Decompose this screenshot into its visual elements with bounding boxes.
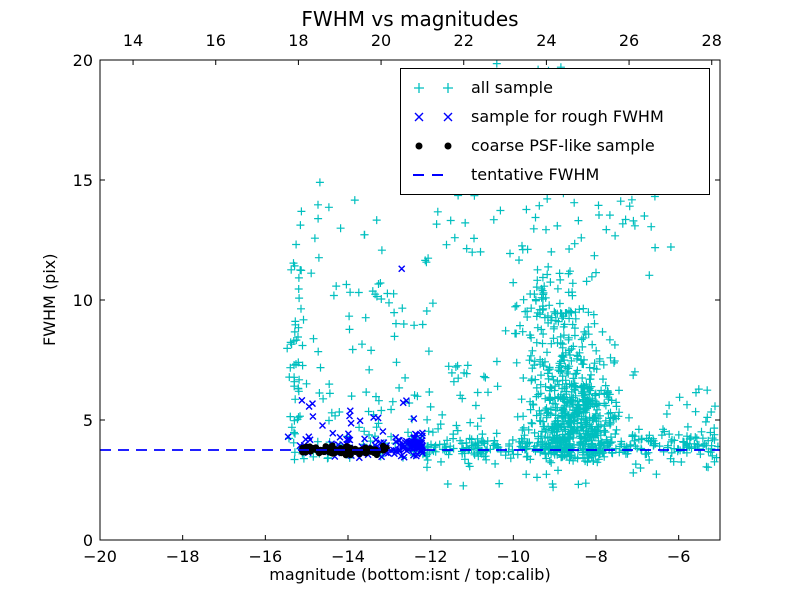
y-tick-label: 5	[83, 411, 93, 430]
x-top-tick-label: 24	[536, 31, 556, 50]
x-top-tick-label: 28	[702, 31, 722, 50]
x-top-tick-label: 18	[288, 31, 308, 50]
dot-marker	[322, 445, 329, 452]
legend-entry-tentative-fwhm: tentative FWHM	[401, 160, 709, 189]
y-axis-label: FWHM (pix)	[40, 253, 59, 347]
y-tick-label: 10	[73, 291, 93, 310]
y-tick-label: 0	[83, 531, 93, 550]
legend-label: tentative FWHM	[471, 165, 600, 184]
dot-marker	[328, 449, 335, 457]
x-top-tick-label: 22	[454, 31, 474, 50]
legend: all sample sample for rough FWHM coarse …	[400, 68, 710, 195]
dot-marker	[362, 444, 369, 451]
x-axis-label: magnitude (bottom:isnt / top:calib)	[269, 565, 551, 584]
plot-border	[99, 59, 721, 541]
dash-marker-icon	[413, 173, 443, 176]
x-top-tick-label: 20	[371, 31, 391, 50]
axis-tick-labels: −20 −18 −16 −14 −12 −10 −8 −6 14 16 18 20 22 24 26 28 0 5…	[73, 31, 722, 566]
x-tick-label: −12	[414, 547, 448, 566]
dot-marker-icon	[415, 142, 452, 149]
x-tick-label: −8	[584, 547, 608, 566]
legend-label: sample for rough FWHM	[471, 107, 664, 126]
y-tick-label: 15	[73, 171, 93, 190]
dot-marker	[362, 450, 370, 457]
dot-marker	[312, 444, 320, 451]
cross-markers	[284, 265, 426, 462]
y-tick-label: 20	[73, 51, 93, 70]
x-top-tick-label: 14	[123, 31, 143, 50]
legend-label: all sample	[471, 78, 553, 97]
cross-marker-icon	[414, 112, 453, 121]
plus-marker-icon	[414, 82, 453, 93]
x-tick-label: −16	[248, 547, 282, 566]
x-tick-label: −14	[331, 547, 365, 566]
legend-entry-psf-sample: coarse PSF-like sample	[401, 131, 709, 160]
series-sample-for-rough-fwhm	[284, 265, 426, 462]
x-tick-label: −6	[667, 547, 691, 566]
legend-entry-rough-fwhm: sample for rough FWHM	[401, 102, 709, 131]
x-tick-label: −18	[166, 547, 200, 566]
x-top-tick-label: 16	[206, 31, 226, 50]
x-top-tick-label: 26	[619, 31, 639, 50]
chart-title: FWHM vs magnitudes	[301, 7, 519, 31]
legend-entry-all-sample: all sample	[401, 73, 709, 102]
legend-label: coarse PSF-like sample	[471, 136, 655, 155]
x-tick-label: −20	[83, 547, 117, 566]
x-tick-label: −10	[496, 547, 530, 566]
dot-marker	[344, 445, 351, 452]
